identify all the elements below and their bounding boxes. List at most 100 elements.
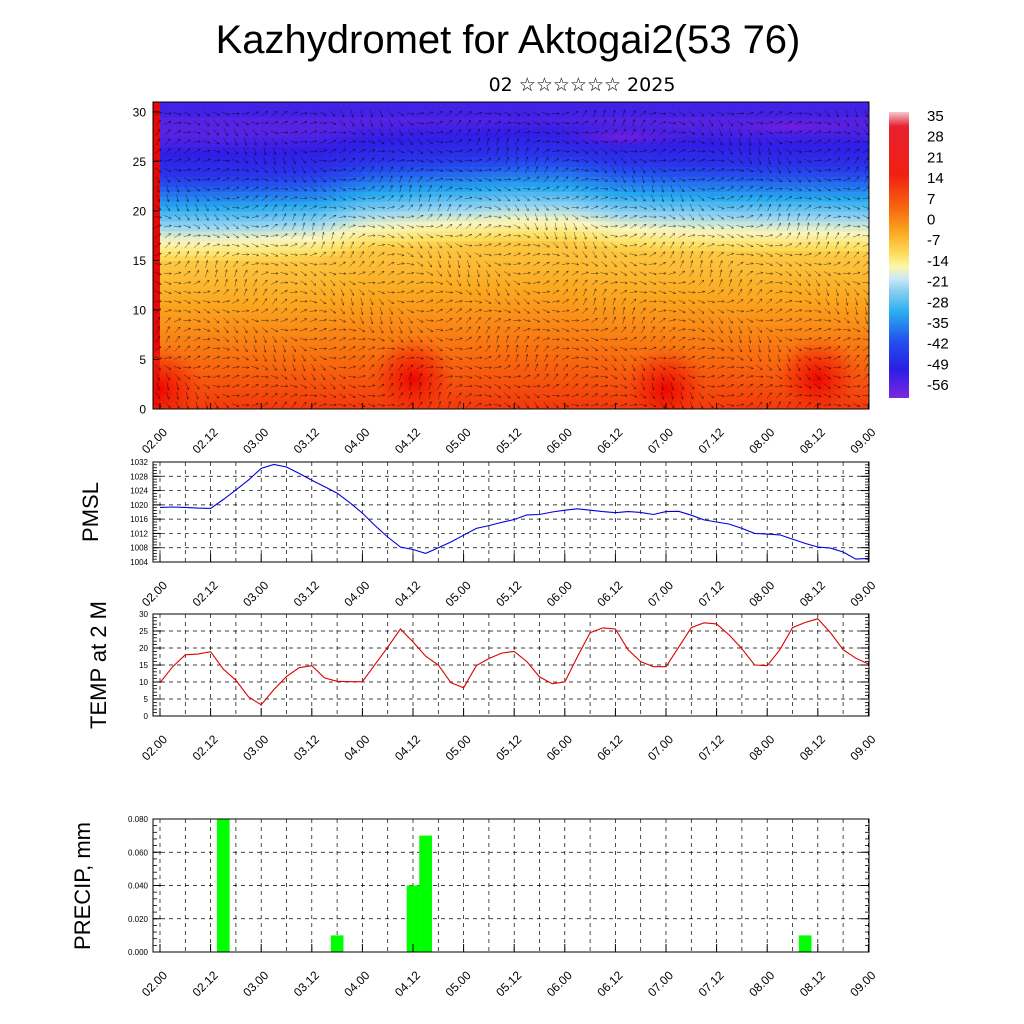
temperature-cell — [267, 319, 275, 326]
temperature-cell — [526, 235, 534, 242]
temperature-cell — [172, 116, 180, 123]
temperature-cell — [520, 344, 528, 351]
temperature-cell — [432, 235, 439, 242]
temperature-cell — [621, 354, 629, 361]
temperature-cell — [634, 176, 642, 182]
temperature-cell — [647, 161, 654, 167]
temperature-cell — [191, 300, 199, 306]
temperature-cell — [229, 290, 237, 296]
temperature-cell — [539, 220, 547, 227]
temperature-cell — [368, 215, 376, 222]
temperature-cell — [210, 255, 218, 262]
temperature-cell — [520, 121, 528, 128]
temperature-cell — [564, 161, 572, 167]
temperature-cell — [204, 305, 212, 311]
temperature-cell — [400, 290, 408, 296]
temperature-cell — [406, 225, 414, 232]
temperature-cell — [223, 206, 231, 212]
temperature-cell — [343, 285, 351, 291]
temperature-cell — [235, 319, 243, 326]
temperature-cell — [533, 146, 541, 153]
temperature-cell — [368, 126, 376, 133]
temperature-cell — [577, 201, 585, 207]
temperature-cell — [381, 102, 389, 108]
temperature-cell — [356, 285, 363, 291]
temperature-cell — [305, 399, 313, 405]
temperature-cell — [210, 240, 218, 247]
temperature-cell — [166, 121, 174, 128]
temperature-cell — [248, 280, 256, 286]
temperature-cell — [356, 102, 363, 108]
temperature-cell — [153, 265, 161, 271]
temperature-cell — [248, 389, 256, 395]
temperature-cell — [153, 290, 161, 296]
temperature-cell — [305, 359, 313, 366]
temperature-cell — [229, 191, 237, 197]
temperature-cell — [488, 181, 496, 187]
temperature-cell — [324, 156, 332, 163]
temperature-cell — [229, 131, 237, 138]
temperature-cell — [413, 310, 420, 316]
temperature-cell — [419, 265, 427, 271]
temperature-cell — [197, 161, 205, 167]
temperature-cell — [602, 310, 610, 316]
temperature-cell — [305, 379, 313, 385]
temperature-cell — [280, 314, 288, 321]
temperature-cell — [400, 265, 408, 271]
temperature-cell — [280, 399, 288, 405]
temperature-cell — [330, 151, 338, 158]
temperature-cell — [254, 181, 262, 187]
temperature-cell — [577, 116, 585, 123]
temperature-cell — [406, 300, 414, 306]
temperature-cell — [482, 369, 490, 375]
temperature-cell — [495, 201, 503, 207]
temperature-cell — [375, 131, 382, 138]
temperature-cell — [628, 161, 635, 167]
temperature-cell — [343, 255, 351, 262]
temperature-cell — [286, 107, 294, 113]
temperature-cell — [204, 210, 212, 217]
temperature-cell — [621, 310, 629, 316]
temperature-cell — [514, 359, 522, 366]
temperature-cell — [242, 126, 250, 133]
temperature-cell — [634, 225, 642, 232]
temperature-cell — [444, 176, 452, 182]
temperature-cell — [640, 319, 648, 326]
temperature-cell — [653, 245, 661, 252]
temperature-cell — [235, 201, 243, 207]
temperature-cell — [179, 156, 186, 163]
temperature-cell — [197, 102, 205, 108]
temperature-cell — [292, 250, 300, 257]
temperature-cell — [267, 171, 275, 177]
temperature-cell — [476, 265, 484, 271]
temperature-cell — [457, 240, 465, 247]
temperature-cell — [406, 295, 414, 301]
temperature-cell — [337, 290, 344, 296]
temperature-cell — [324, 186, 332, 192]
temperature-cell — [229, 171, 237, 177]
temperature-cell — [482, 230, 490, 237]
temperature-cell — [197, 314, 205, 321]
temperature-cell — [210, 191, 218, 197]
temperature-cell — [596, 196, 604, 202]
temperature-cell — [216, 171, 224, 177]
temperature-cell — [609, 210, 616, 217]
temperature-cell — [526, 339, 534, 346]
temperature-cell — [179, 295, 186, 301]
temperature-cell — [539, 265, 547, 271]
temperature-cell — [305, 121, 313, 128]
temperature-cell — [507, 225, 515, 232]
temperature-cell — [330, 255, 338, 262]
temperature-cell — [469, 374, 477, 380]
temperature-cell — [280, 151, 288, 158]
temperature-cell — [520, 314, 528, 321]
temperature-cell — [400, 111, 408, 118]
temperature-cell — [457, 102, 465, 108]
temperature-cell — [356, 280, 363, 286]
temperature-cell — [583, 210, 591, 217]
temperature-cell — [564, 225, 572, 232]
temperature-cell — [469, 295, 477, 301]
temperature-cell — [609, 290, 616, 296]
temperature-cell — [558, 349, 566, 356]
temperature-cell — [318, 191, 325, 197]
